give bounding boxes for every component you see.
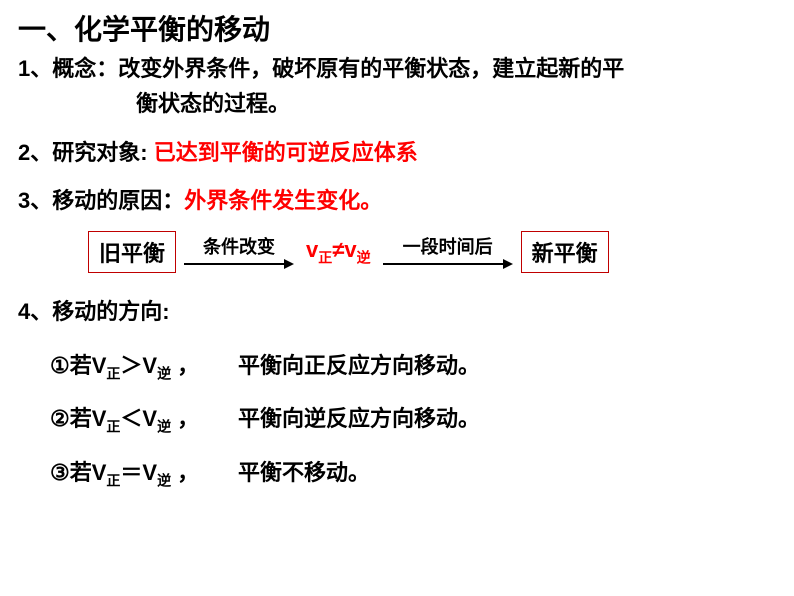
dir-result-2: 平衡向逆反应方向移动。	[238, 401, 480, 433]
item4-label: 4、移动的方向:	[18, 297, 776, 328]
cond-pre-1: 若V	[70, 353, 107, 378]
dir-row-1: ①若V正＞V逆 ， 平衡向正反应方向移动。	[50, 348, 776, 383]
cond-op-1: ＞V	[120, 353, 157, 378]
item3-label: 3、移动的原因：	[18, 188, 184, 213]
cond-op-2: ＜V	[120, 406, 157, 431]
cond-pre-2: 若V	[70, 406, 107, 431]
arrow2-icon	[383, 257, 513, 271]
item3-red: 外界条件发生变化。	[184, 188, 382, 213]
item2-label: 2、研究对象:	[18, 140, 154, 165]
formula-sub2: 逆	[357, 249, 371, 265]
page-title: 一、化学平衡的移动	[18, 8, 776, 48]
item1-label: 1、概念：	[18, 56, 118, 81]
direction-list: ①若V正＞V逆 ， 平衡向正反应方向移动。 ②若V正＜V逆 ， 平衡向逆反应方向…	[50, 348, 776, 490]
circled-2: ②	[50, 406, 70, 431]
formula-v2: v	[344, 237, 356, 262]
cond-sub2-1: 逆	[157, 365, 171, 381]
formula-mid: v正≠v逆	[306, 237, 371, 267]
cond-sub2-3: 逆	[157, 472, 171, 488]
item1-line2: 衡状态的过程。	[136, 89, 776, 120]
arrow2-group: 一段时间后	[383, 233, 513, 271]
circled-1: ①	[50, 353, 70, 378]
arrow2-label: 一段时间后	[403, 233, 493, 259]
dir-cond-2: ②若V正＜V逆 ，	[50, 401, 228, 436]
arrow1-group: 条件改变	[184, 233, 294, 271]
dir-row-2: ②若V正＜V逆 ， 平衡向逆反应方向移动。	[50, 401, 776, 436]
dir-result-3: 平衡不移动。	[238, 455, 370, 487]
dir-cond-1: ①若V正＞V逆 ，	[50, 348, 228, 383]
arrow1-label: 条件改变	[203, 233, 275, 259]
item1-line1: 1、概念：改变外界条件，破坏原有的平衡状态，建立起新的平	[18, 54, 776, 85]
item2-red: 已达到平衡的可逆反应体系	[154, 140, 418, 165]
cond-pre-3: 若V	[70, 460, 107, 485]
dir-cond-3: ③若V正＝V逆 ，	[50, 455, 228, 490]
formula-sub1: 正	[318, 249, 332, 265]
cond-sub1-1: 正	[106, 365, 120, 381]
circled-3: ③	[50, 460, 70, 485]
cond-sub2-2: 逆	[157, 419, 171, 435]
cond-comma-1: ，	[171, 353, 199, 378]
cond-sub1-2: 正	[106, 419, 120, 435]
item3-line: 3、移动的原因：外界条件发生变化。	[18, 186, 776, 217]
formula-neq: ≠	[332, 237, 344, 262]
dir-result-1: 平衡向正反应方向移动。	[238, 348, 480, 380]
item1-text1: 改变外界条件，破坏原有的平衡状态，建立起新的平	[118, 56, 624, 81]
box-old: 旧平衡	[88, 231, 176, 273]
flow-diagram: 旧平衡 条件改变 v正≠v逆 一段时间后 新平衡	[88, 231, 776, 273]
cond-sub1-3: 正	[106, 472, 120, 488]
item2-line: 2、研究对象: 已达到平衡的可逆反应体系	[18, 138, 776, 169]
formula-v1: v	[306, 237, 318, 262]
cond-op-3: ＝V	[120, 460, 157, 485]
cond-comma-2: ，	[171, 406, 199, 431]
arrow1-icon	[184, 257, 294, 271]
box-new: 新平衡	[521, 231, 609, 273]
cond-comma-3: ，	[171, 460, 199, 485]
dir-row-3: ③若V正＝V逆 ， 平衡不移动。	[50, 455, 776, 490]
